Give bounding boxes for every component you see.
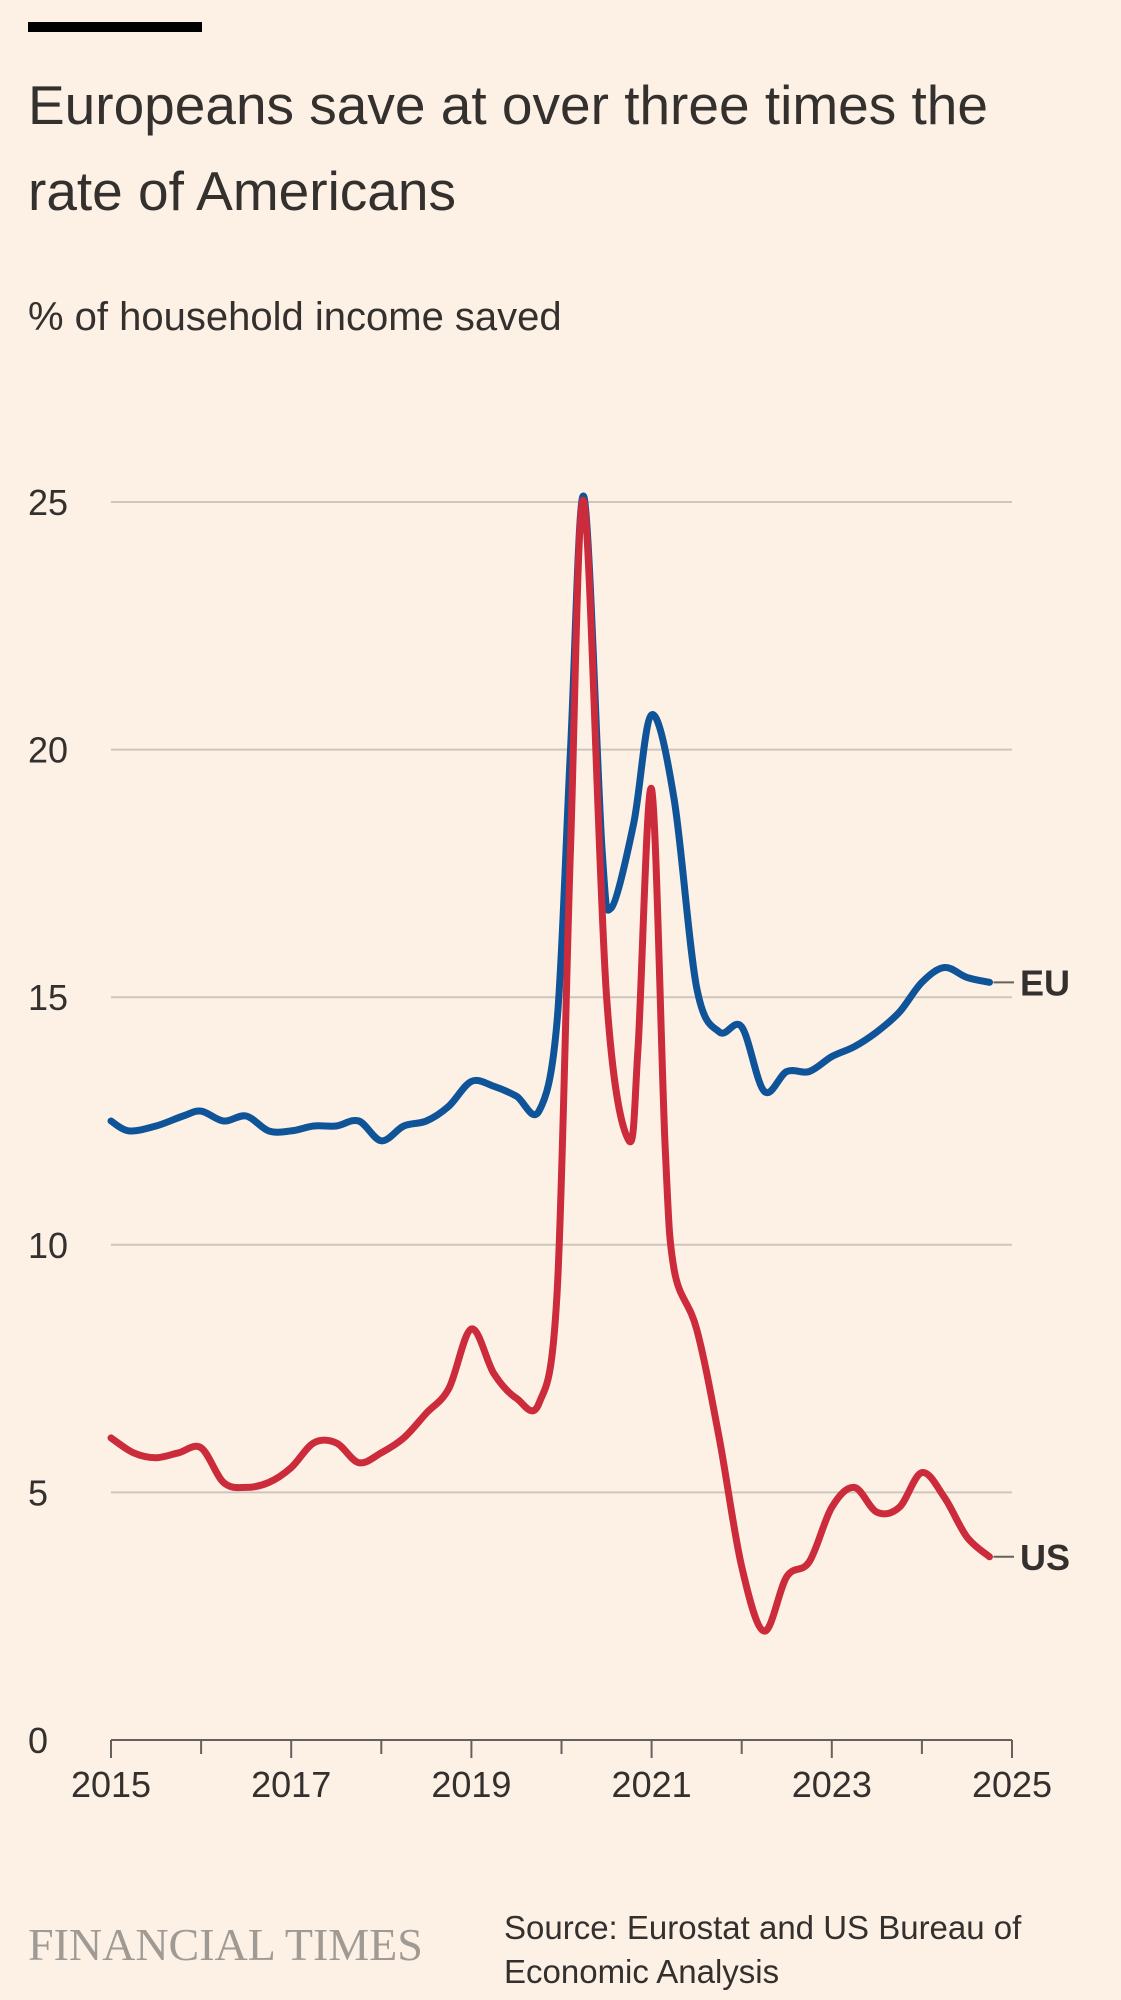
y-tick-label-10: 10 xyxy=(28,1225,68,1266)
x-tick-label-2021: 2021 xyxy=(612,1764,692,1805)
y-tick-label-0: 0 xyxy=(28,1720,48,1761)
series-label-eu: EU xyxy=(1020,962,1070,1003)
x-tick-label-2019: 2019 xyxy=(431,1764,511,1805)
y-tick-label-15: 15 xyxy=(28,977,68,1018)
series-line-us xyxy=(107,496,993,1635)
x-axis xyxy=(110,1739,1013,1758)
ft-logo: FINANCIAL TIMES xyxy=(28,1919,423,1970)
top-rule xyxy=(28,22,202,32)
chart-subtitle: % of household income saved xyxy=(28,295,562,339)
series-label-us: US xyxy=(1020,1537,1070,1578)
x-tick-label-2023: 2023 xyxy=(792,1764,872,1805)
x-tick-label-2025: 2025 xyxy=(972,1764,1052,1805)
x-tick-label-2015: 2015 xyxy=(71,1764,151,1805)
source-note: Source: Eurostat and US Bureau of Econom… xyxy=(504,1909,1022,1990)
chart-title: Europeans save at over three times the r… xyxy=(28,74,988,222)
series-line-eu xyxy=(107,492,993,1145)
x-tick-label-2017: 2017 xyxy=(251,1764,331,1805)
y-tick-label-20: 20 xyxy=(28,730,68,771)
y-tick-label-25: 25 xyxy=(28,482,68,523)
series-lines xyxy=(107,492,1014,1635)
y-tick-label-5: 5 xyxy=(28,1472,48,1513)
